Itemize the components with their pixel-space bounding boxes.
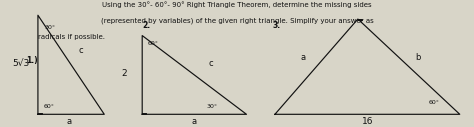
Text: 2.: 2. [142, 21, 150, 30]
Text: 2: 2 [121, 69, 127, 78]
Text: 30°: 30° [206, 104, 217, 109]
Text: radicals if possible.: radicals if possible. [38, 34, 105, 40]
Text: c: c [78, 46, 83, 55]
Text: (represented by variables) of the given right triangle. Simplify your answer as: (represented by variables) of the given … [100, 18, 374, 24]
Text: c: c [209, 59, 213, 68]
Text: 60°: 60° [148, 41, 159, 46]
Text: b: b [415, 53, 420, 62]
Text: a: a [66, 117, 71, 126]
Text: a: a [192, 117, 197, 126]
Text: 60°: 60° [429, 100, 440, 105]
Text: 1.): 1.) [26, 57, 38, 65]
Text: 16: 16 [362, 117, 373, 126]
Text: 5√3: 5√3 [12, 59, 29, 68]
Text: 3.: 3. [273, 21, 281, 30]
Text: Using the 30°- 60°- 90° Right Triangle Theorem, determine the missing sides: Using the 30°- 60°- 90° Right Triangle T… [102, 1, 372, 8]
Text: a: a [301, 53, 306, 62]
Text: 60°: 60° [44, 104, 55, 109]
Text: 30°: 30° [44, 25, 55, 30]
